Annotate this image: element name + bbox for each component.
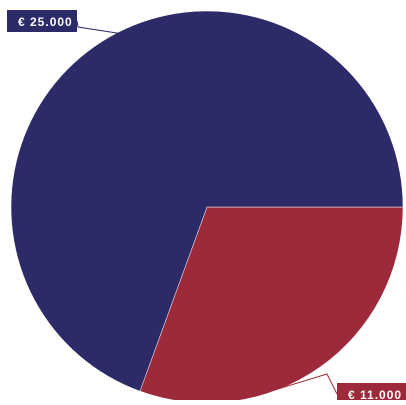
data-label-2: € 11.000 bbox=[348, 388, 402, 400]
callout-box-1 bbox=[7, 10, 77, 32]
pie-slices bbox=[10, 10, 404, 404]
callout-leader-2 bbox=[273, 373, 338, 395]
data-label-1: € 25.000 bbox=[18, 15, 73, 29]
pie-slice-1[interactable] bbox=[10, 10, 404, 392]
callout-leader-1 bbox=[76, 20, 119, 34]
